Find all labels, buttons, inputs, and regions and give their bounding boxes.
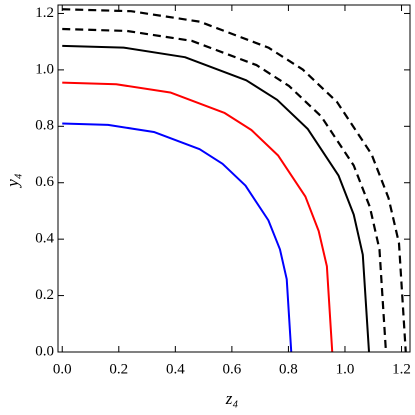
y-tick-label: 0.2 [35, 287, 54, 303]
x-tick-label: 1.2 [392, 361, 411, 377]
x-tick-label: 0.4 [166, 361, 185, 377]
curve [62, 44, 371, 353]
y-tick-label: 1.0 [35, 61, 54, 77]
y-tick-label: 1.2 [35, 5, 54, 21]
y-tick-label: 0.6 [35, 174, 54, 190]
y-tick-label: 0.8 [35, 118, 54, 134]
x-tick-label: 0.0 [53, 361, 72, 377]
x-axis-label: z₄ [225, 389, 239, 408]
y-tick-label: 0.0 [35, 343, 54, 359]
curve [62, 81, 334, 353]
curve [62, 122, 293, 353]
y-tick-label: 0.4 [35, 231, 54, 247]
x-tick-label: 1.0 [336, 361, 355, 377]
x-tick-label: 0.2 [109, 361, 128, 377]
curve [62, 27, 388, 353]
y-axis-label: y₄ [3, 173, 22, 189]
x-tick-label: 0.6 [223, 361, 242, 377]
plot-frame [57, 4, 411, 353]
x-tick-label: 0.8 [279, 361, 298, 377]
curve [62, 8, 407, 353]
